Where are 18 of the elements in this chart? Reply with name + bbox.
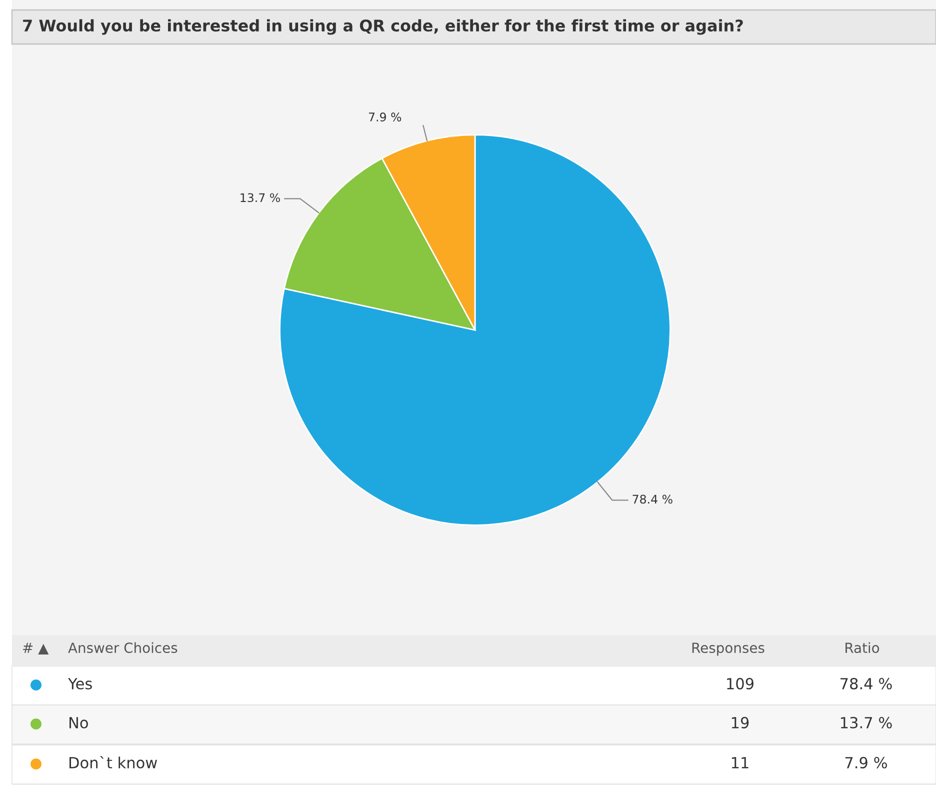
data-label: 78.4 %: [632, 494, 672, 504]
text: 19: [732, 716, 749, 728]
legend-label: No: [70, 717, 88, 728]
legend-label: Don`t know: [70, 756, 158, 768]
data-label: 7.9 %: [368, 112, 402, 122]
legend-label: Yes: [68, 678, 92, 690]
text: # ▲: [23, 642, 49, 655]
text: Answer Choices: [68, 642, 178, 654]
text: 109: [727, 678, 754, 690]
text: 7.9 %: [845, 756, 887, 768]
text: 11: [732, 757, 748, 768]
text: 78.4 %: [840, 678, 892, 690]
chart-title: 7 Would you be interested in using a QR code, either for the first time or again?: [23, 19, 743, 35]
pie-slice: [279, 134, 671, 526]
text: Responses: [692, 642, 764, 656]
text: Ratio: [846, 642, 880, 654]
data-label: 13.7 %: [240, 193, 280, 202]
text: 13.7 %: [840, 716, 892, 728]
